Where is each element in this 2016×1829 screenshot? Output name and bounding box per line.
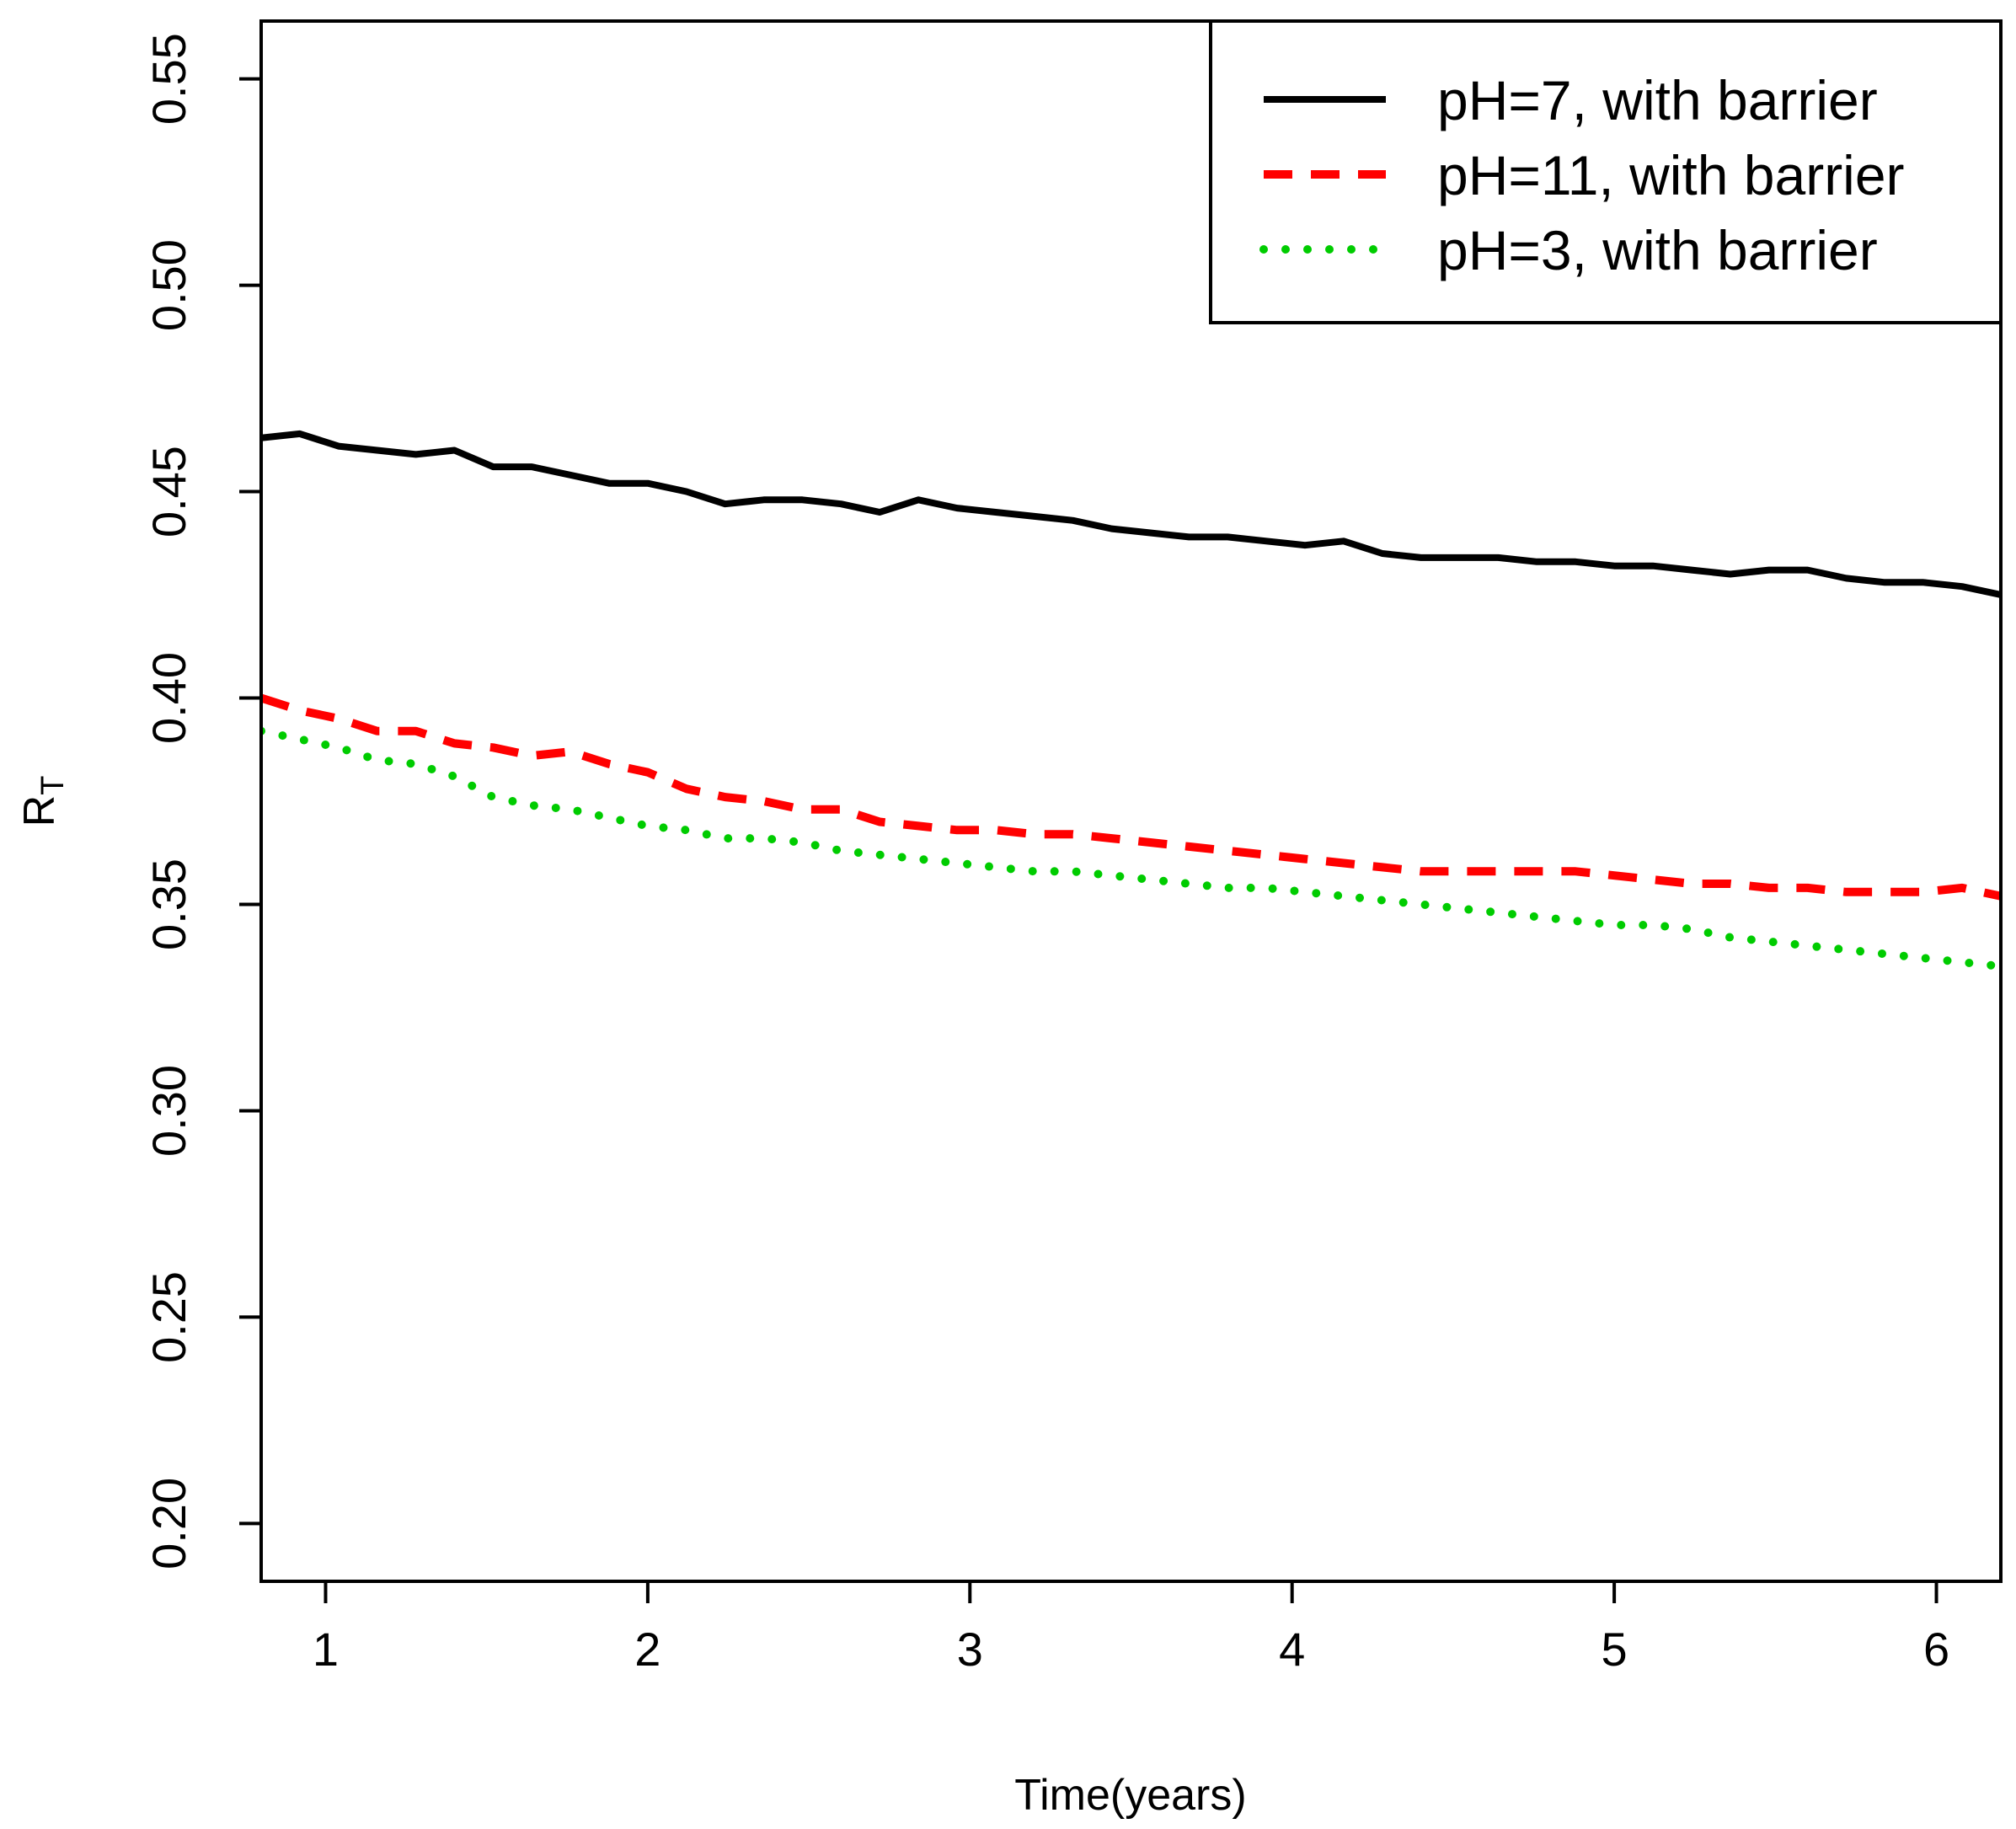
legend-box bbox=[1209, 19, 2003, 324]
x-tick-label: 5 bbox=[1602, 1623, 1628, 1676]
y-axis-title: RT bbox=[15, 776, 71, 827]
y-tick-label: 0.25 bbox=[142, 1271, 195, 1363]
y-tick-label: 0.40 bbox=[142, 652, 195, 744]
series-line-2 bbox=[261, 693, 2001, 901]
x-axis-title: Time(years) bbox=[1014, 1771, 1246, 1820]
legend: pH=7, with barrier pH=11, with barrier pH=… bbox=[1209, 19, 2003, 324]
series-line-1 bbox=[261, 430, 2001, 598]
legend-label-3: pH=3, with barrier bbox=[1437, 219, 1878, 281]
svg-text:RT: RT bbox=[15, 776, 71, 827]
y-tick-label: 0.30 bbox=[142, 1065, 195, 1157]
y-axis-title-subscript: T bbox=[35, 776, 71, 795]
series-line-3 bbox=[261, 726, 2001, 971]
x-tick-label: 1 bbox=[313, 1623, 339, 1676]
x-axis: 1 2 3 4 5 6 bbox=[313, 1581, 1949, 1676]
y-tick-label: 0.20 bbox=[142, 1478, 195, 1570]
x-tick-label: 2 bbox=[634, 1623, 660, 1676]
series-layer bbox=[261, 430, 2001, 971]
legend-label-1: pH=7, with barrier bbox=[1437, 69, 1878, 131]
legend-label-2: pH=11, with barrier bbox=[1437, 144, 1905, 206]
x-tick-label: 4 bbox=[1279, 1623, 1305, 1676]
y-tick-label: 0.45 bbox=[142, 446, 195, 537]
y-axis-title-main: R bbox=[15, 795, 64, 827]
y-tick-label: 0.55 bbox=[142, 33, 195, 125]
y-axis: 0.20 0.25 0.30 0.35 0.40 0.45 0.50 0.55 bbox=[142, 33, 261, 1570]
x-tick-label: 6 bbox=[1923, 1623, 1949, 1676]
x-tick-label: 3 bbox=[957, 1623, 983, 1676]
y-tick-label: 0.50 bbox=[142, 239, 195, 331]
plot-frame bbox=[259, 19, 2003, 1583]
y-tick-label: 0.35 bbox=[142, 858, 195, 950]
